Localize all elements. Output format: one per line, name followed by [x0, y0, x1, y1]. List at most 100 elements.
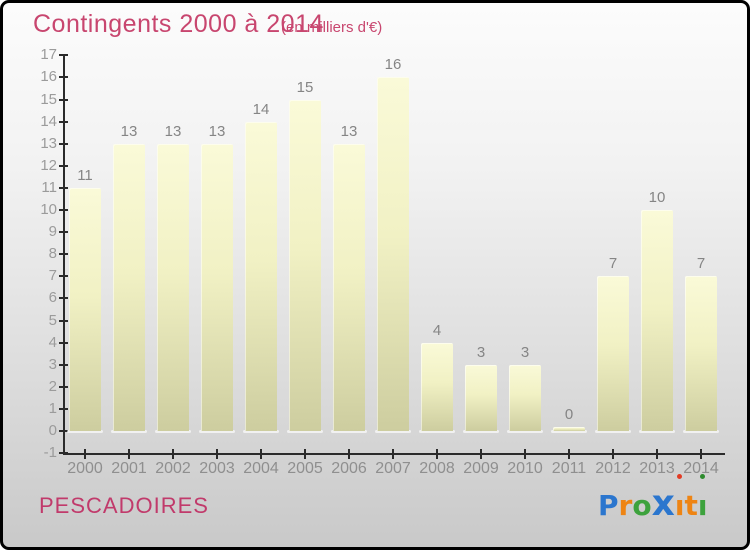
y-tick-label: 0 — [48, 422, 57, 439]
x-tick — [260, 449, 262, 460]
y-tick-label: 17 — [40, 46, 57, 64]
x-tick-label: 2002 — [155, 460, 191, 478]
y-tick-label: 12 — [40, 156, 57, 174]
bar — [465, 364, 497, 431]
x-tick — [524, 449, 526, 460]
x-tick-label: 2003 — [199, 460, 235, 478]
y-tick-label: 8 — [48, 245, 57, 263]
y-tick-label: 13 — [40, 134, 57, 152]
y-tick — [59, 275, 68, 278]
place-name-label: PESCADOIRES — [39, 493, 209, 518]
chart-title: Contingents 2000 à 2014 — [33, 10, 324, 38]
bar-value-label: 11 — [77, 166, 93, 184]
bar-base-glow — [463, 430, 499, 433]
x-tick — [568, 449, 570, 460]
bar-base-glow — [243, 430, 279, 433]
bar-value-label: 4 — [432, 321, 442, 339]
x-tick — [480, 449, 482, 460]
bar-base-glow — [287, 430, 323, 433]
x-tick-label: 2010 — [507, 460, 543, 478]
bar-value-label: 13 — [120, 122, 138, 140]
bar-chart-plot-area: -1 0 1 2 3 4 5 6 7 8 9 10 11 12 13 14 15 16 17 11 2000 13 2001… — [3, 3, 747, 547]
y-tick-label: 5 — [48, 311, 57, 329]
x-axis-line — [63, 453, 725, 456]
x-tick-label: 2012 — [595, 460, 631, 478]
bar — [113, 143, 145, 431]
logo-letter: ı — [698, 473, 707, 522]
logo-letter: x — [651, 483, 675, 524]
x-tick-label: 2011 — [551, 460, 587, 478]
bar-value-label: 15 — [296, 78, 314, 96]
bar-value-label: 7 — [608, 255, 618, 273]
y-tick — [59, 164, 68, 167]
bar-base-glow — [551, 430, 587, 433]
bar-base-glow — [419, 430, 455, 433]
bar-base-glow — [155, 430, 191, 433]
bar-base-glow — [199, 430, 235, 433]
y-tick — [59, 297, 68, 300]
x-tick — [84, 449, 86, 460]
y-tick — [59, 385, 68, 388]
bar — [289, 99, 321, 431]
bar-value-label: 16 — [384, 56, 402, 74]
y-tick-label: 15 — [40, 90, 57, 108]
y-tick-label: 3 — [48, 355, 57, 373]
y-tick — [59, 430, 68, 432]
bar — [333, 143, 365, 431]
x-tick-label: 2007 — [375, 460, 411, 478]
y-tick-label: 1 — [48, 399, 57, 417]
bar-value-label: 13 — [208, 122, 226, 140]
x-tick — [612, 449, 614, 460]
bar — [421, 342, 453, 431]
bar-value-label: 7 — [696, 255, 706, 273]
x-tick — [304, 449, 306, 460]
bar-base-glow — [111, 430, 147, 433]
y-tick — [59, 186, 68, 189]
y-tick — [59, 407, 68, 410]
x-tick-label: 2006 — [331, 460, 367, 478]
x-tick-label: 2004 — [243, 460, 279, 478]
x-tick — [436, 449, 438, 460]
bar-base-glow — [507, 430, 543, 433]
y-tick-label: 2 — [48, 377, 57, 395]
y-tick — [59, 231, 68, 234]
bar — [641, 210, 673, 431]
y-tick — [59, 142, 68, 145]
x-tick-label: 2009 — [463, 460, 499, 478]
x-tick — [172, 449, 174, 460]
logo-letter: r — [618, 489, 633, 522]
y-tick — [59, 253, 68, 256]
bar-base-glow — [639, 430, 675, 433]
bar-value-label: 3 — [520, 343, 530, 361]
logo-letter: t — [684, 489, 698, 522]
bar — [157, 143, 189, 431]
x-tick-label: 2013 — [639, 460, 675, 478]
y-tick-label: 6 — [48, 289, 57, 307]
y-tick — [59, 452, 68, 455]
y-tick-label: -1 — [43, 444, 57, 462]
logo-letter-dot — [700, 473, 706, 479]
bar-value-label: 10 — [648, 189, 666, 206]
y-tick — [59, 120, 68, 123]
y-tick-label: 4 — [48, 333, 57, 351]
bar — [597, 276, 629, 431]
y-tick — [59, 54, 68, 57]
bar — [69, 187, 101, 431]
y-tick-label: 11 — [41, 178, 57, 196]
y-tick — [59, 341, 68, 344]
bar-base-glow — [683, 430, 719, 433]
y-tick — [59, 209, 68, 211]
y-tick-label: 16 — [40, 68, 57, 86]
bar — [245, 121, 277, 431]
bar-base-glow — [67, 430, 103, 433]
bar-value-label: 3 — [476, 343, 486, 361]
bar — [509, 364, 541, 431]
bar-value-label: 14 — [252, 100, 270, 118]
y-tick — [59, 319, 68, 322]
y-tick — [59, 98, 68, 101]
y-tick-label: 14 — [40, 112, 57, 130]
x-tick-label: 2000 — [67, 460, 103, 478]
y-tick-label: 7 — [48, 267, 57, 285]
logo-letter: o — [632, 489, 652, 522]
